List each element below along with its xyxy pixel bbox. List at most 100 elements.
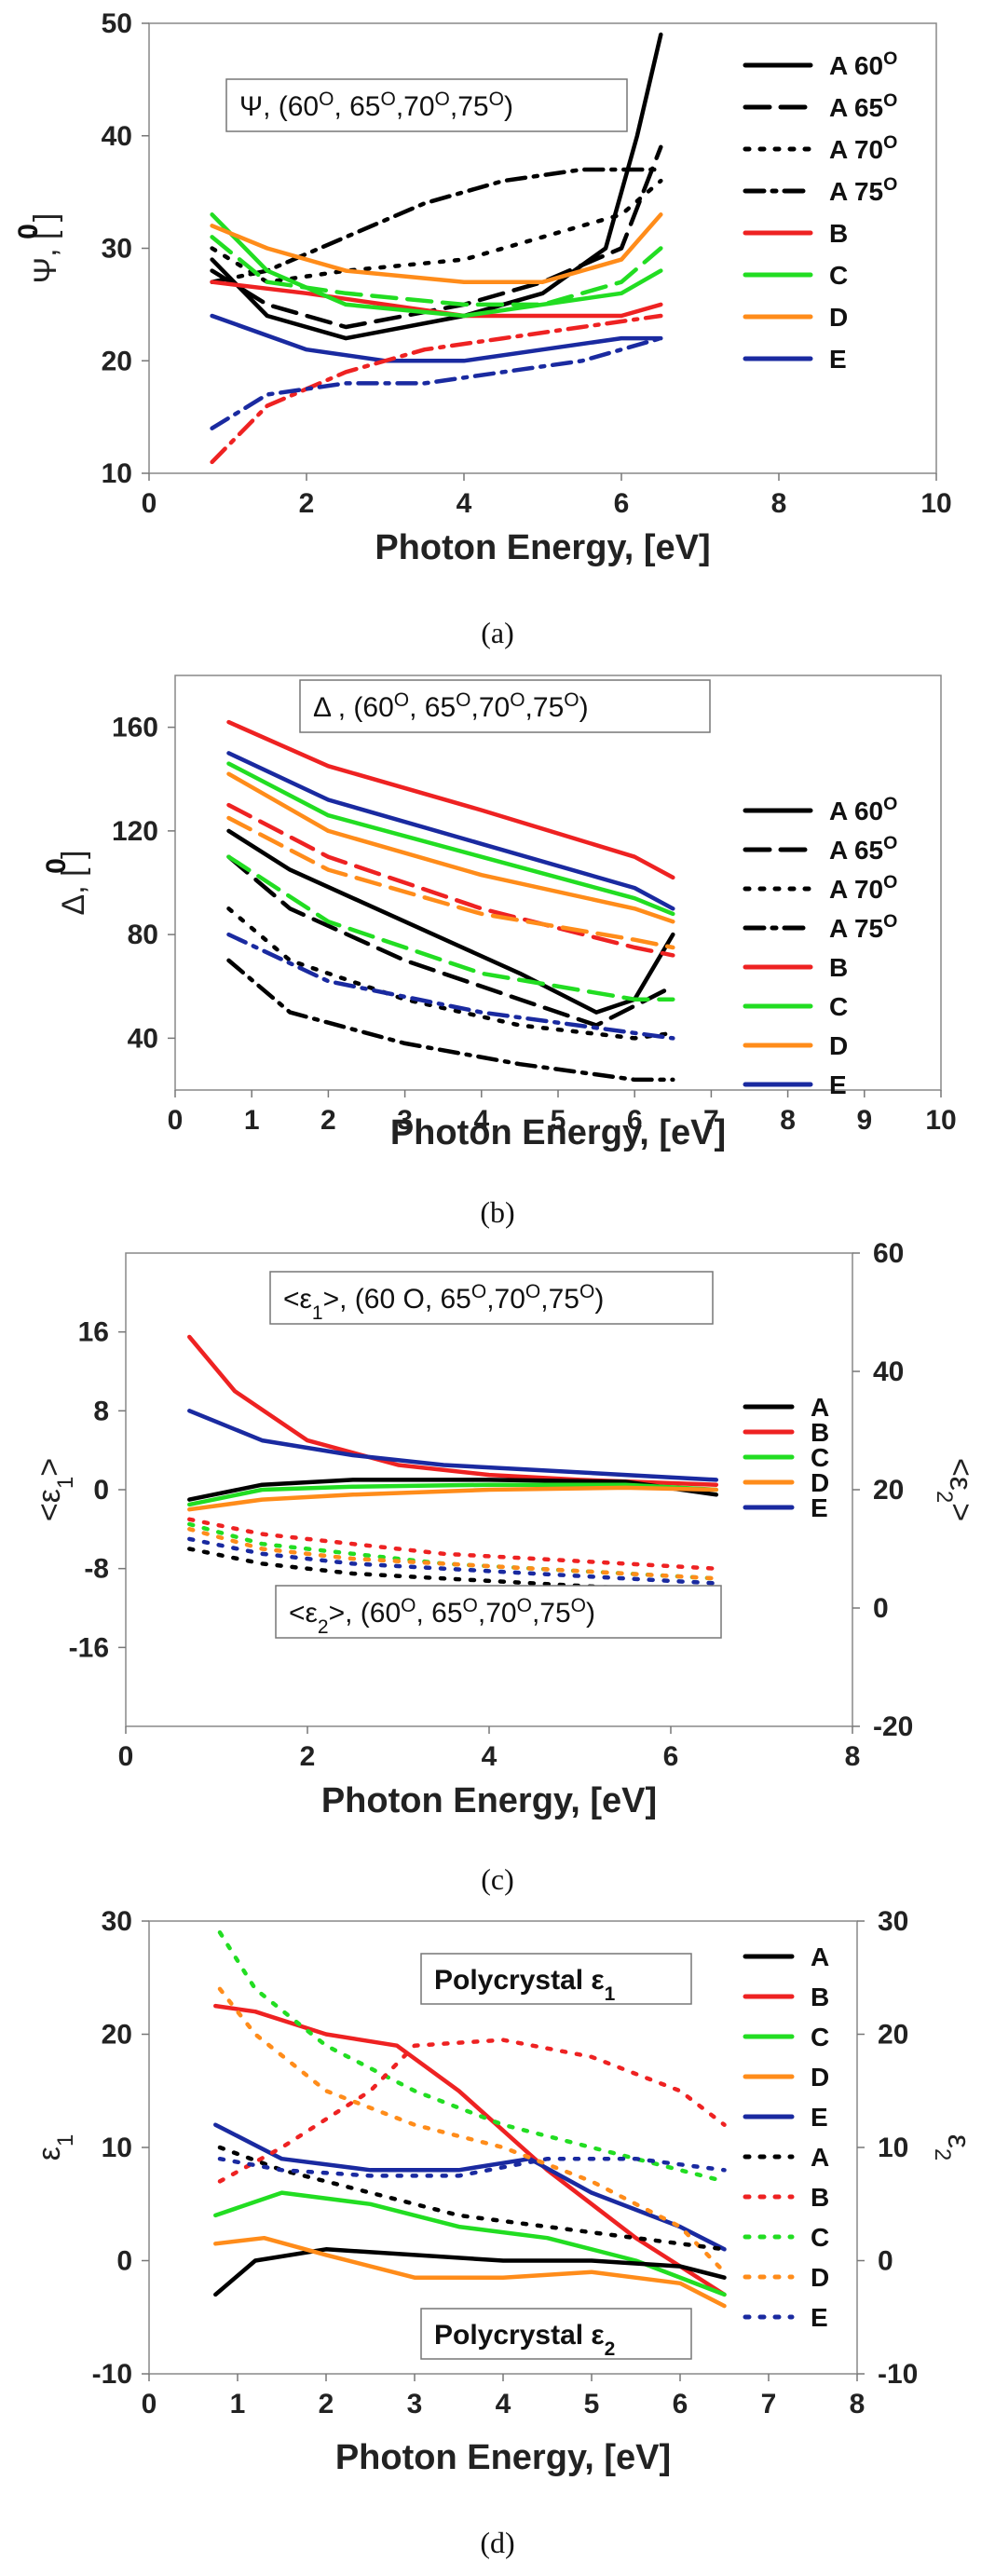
series-line-d-70 <box>226 815 675 950</box>
y-axis-label: ε1 <box>32 2134 78 2160</box>
y-tick-label: -16 <box>69 1632 109 1663</box>
chart-panel-b: 0 1 2 3 4 5 6 7 8 9 10 40 80 120 160 Photon Energy, [eV… <box>41 675 957 1229</box>
y-tick-label: 30 <box>102 234 132 265</box>
y-tick-label: 8 <box>93 1396 109 1426</box>
x-tick-label: 6 <box>673 2389 688 2419</box>
y-tick-label: 20 <box>102 2020 132 2051</box>
series-line-d-1 <box>213 2235 727 2309</box>
legend-label: B <box>829 219 848 248</box>
annotation-box-top <box>269 1271 714 1325</box>
series-line-d <box>210 212 663 284</box>
legend-label: E <box>811 1493 828 1522</box>
x-tick-label: 10 <box>925 1105 956 1136</box>
legend-label: E <box>829 345 847 374</box>
series-line-a-70 <box>226 906 675 1041</box>
legend-label: B <box>829 953 848 982</box>
x-tick-label: 0 <box>142 2389 157 2419</box>
x-tick-label: 3 <box>397 1105 413 1136</box>
annotation-text-top: <ε1>, (60 O, 65O,70O,75O) <box>283 1281 604 1324</box>
legend-label: A <box>811 1942 829 1971</box>
panel-caption: (b) <box>480 1195 514 1229</box>
x-tick-label: 4 <box>457 488 472 519</box>
legend-label: A 60O <box>829 48 897 80</box>
series-line-b-1 <box>213 2003 727 2297</box>
series-line-a-2 <box>187 1547 719 1591</box>
chart-panel-d: 0 1 2 3 4 5 6 7 8 -10 0 10 20 30 -10 0 10 20 30 Photon Ener… <box>32 1906 976 2559</box>
x-tick-label: 0 <box>118 1741 134 1772</box>
legend-label: A <box>811 2143 829 2172</box>
y-tick-label: 160 <box>112 713 158 743</box>
annotation-text-bottom: <ε2>, (60O, 65O,70O,75O) <box>289 1595 595 1638</box>
legend-label: E <box>811 2103 828 2132</box>
legend-label: A 75O <box>829 911 897 943</box>
x-tick-label: 7 <box>703 1105 719 1136</box>
y-tick-label: 16 <box>78 1317 109 1348</box>
y-right-axis-label: <ε2> <box>933 1458 979 1521</box>
y-axis-label: Δ, [ ] <box>56 851 91 916</box>
x-tick-label: 2 <box>319 2389 334 2419</box>
y-tick-label: 50 <box>102 8 132 39</box>
series-line-a-75 <box>210 167 663 284</box>
x-tick-label: 5 <box>551 1105 566 1136</box>
y-tick-label: 0 <box>116 2246 132 2277</box>
legend-label: B <box>811 2183 829 2212</box>
series-line-a-65 <box>226 854 675 1028</box>
x-axis-label: Photon Energy, [eV] <box>375 528 710 567</box>
x-tick-label: 8 <box>771 488 787 519</box>
legend-label: A 75O <box>829 174 897 206</box>
x-tick-label: 10 <box>920 488 951 519</box>
legend-label: D <box>811 1468 829 1497</box>
legend-label: D <box>811 2063 829 2092</box>
y-right-tick-label: 0 <box>873 1593 889 1624</box>
x-tick-label: 9 <box>856 1105 872 1136</box>
x-tick-label: 6 <box>627 1105 643 1136</box>
legend-label: D <box>829 1031 848 1060</box>
y-axis-label-superscript: 0 <box>13 224 44 239</box>
y-right-tick-label: 10 <box>878 2133 908 2163</box>
series-line-c <box>210 212 663 319</box>
series-line-b-2 <box>217 2038 727 2184</box>
y-tick-label: 40 <box>128 1023 158 1054</box>
panel-caption: (a) <box>481 616 514 649</box>
series-line-c-2 <box>187 1521 719 1581</box>
x-tick-label: 7 <box>761 2389 777 2419</box>
series-line-e-1 <box>187 1409 719 1482</box>
annotation-box-bottom <box>275 1585 722 1639</box>
annotation-text-bottom: Polycrystal ε2 <box>434 2320 615 2360</box>
annotation-box <box>299 679 711 733</box>
series-line-b <box>226 719 675 880</box>
x-tick-label: 3 <box>407 2389 423 2419</box>
series-line-e <box>226 751 675 911</box>
annotation-box <box>225 78 628 132</box>
x-axis-label: Photon Energy, [eV] <box>321 1781 657 1820</box>
y-tick-label: -8 <box>84 1554 109 1585</box>
legend-label: C <box>811 2223 829 2252</box>
series-line-e <box>210 313 663 363</box>
series-line-a-65 <box>210 144 663 330</box>
annotation-text-top: Polycrystal ε1 <box>434 1965 616 2005</box>
x-tick-label: 8 <box>850 2389 866 2419</box>
series-line-d-2 <box>217 1986 727 2274</box>
series-line-a-1 <box>213 2247 727 2297</box>
x-tick-label: 4 <box>496 2389 511 2419</box>
legend-label: A <box>811 1393 829 1422</box>
series-line-b-1 <box>187 1334 719 1487</box>
series-line-e-1 <box>213 2122 727 2252</box>
legend-label: C <box>829 261 848 290</box>
y-tick-label: 40 <box>102 121 132 152</box>
y-axis-label: <ε1> <box>32 1458 78 1521</box>
series-line-a-60 <box>226 828 675 1015</box>
series-line-c-65 <box>210 235 663 307</box>
x-tick-label: 8 <box>845 1741 861 1772</box>
x-tick-label: 1 <box>244 1105 260 1136</box>
x-tick-label: 4 <box>482 1741 498 1772</box>
x-tick-label: 6 <box>614 488 630 519</box>
y-axis-label-superscript: 0 <box>41 858 72 874</box>
legend-label: A 70O <box>829 132 897 164</box>
series-line-e-2 <box>187 1536 719 1586</box>
y-right-tick-label: 40 <box>873 1356 904 1387</box>
y-right-tick-label: 0 <box>878 2246 893 2277</box>
legend-label: A 60O <box>829 794 897 825</box>
y-tick-label: 20 <box>102 346 132 376</box>
